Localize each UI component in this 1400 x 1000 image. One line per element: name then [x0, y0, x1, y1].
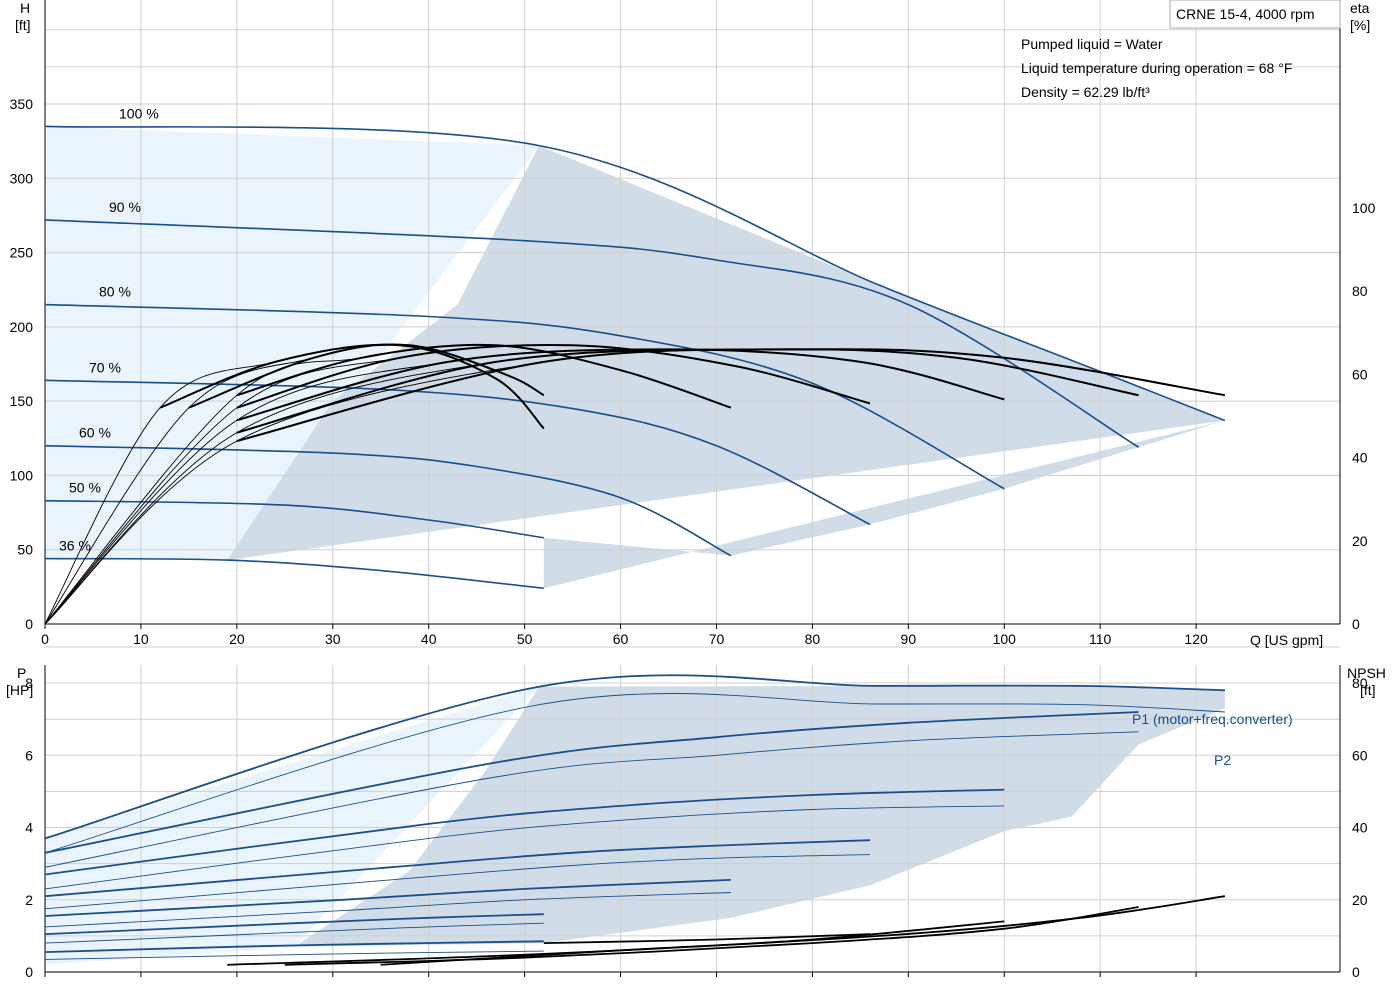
p2-series-label: P2 — [1214, 752, 1231, 768]
npsh-axis-label: NPSH — [1347, 665, 1386, 681]
p-axis-label: P — [17, 665, 26, 681]
p2-curve — [44, 892, 731, 928]
npsh-tick-label: 60 — [1352, 747, 1368, 763]
p1-curve — [44, 839, 871, 898]
p2-curve — [44, 805, 1005, 890]
p1-curve — [44, 674, 1225, 840]
q-tick-label: 90 — [901, 631, 917, 647]
speed-label: 36 % — [59, 538, 91, 554]
head-curve — [44, 125, 1226, 422]
info-line-density: Density = 62.29 lb/ft³ — [1021, 84, 1150, 100]
p1-curve — [44, 711, 1139, 854]
efficiency-curve-bold — [159, 343, 545, 430]
npsh-axis-unit: [ft] — [1360, 682, 1376, 698]
h-axis-unit: [ft] — [15, 17, 31, 33]
p-axis-unit: [HP] — [6, 682, 33, 698]
p1-curve — [44, 879, 731, 917]
head-curve — [44, 303, 1005, 490]
p1-curve — [44, 788, 1005, 876]
q-tick-label: 20 — [229, 631, 245, 647]
head-curve — [44, 379, 871, 526]
speed-label: 90 % — [109, 199, 141, 215]
efficiency-curve-bold — [236, 343, 732, 409]
q-tick-label: 80 — [805, 631, 821, 647]
eta-axis-label: eta — [1350, 0, 1370, 16]
efficiency-curve-bold — [236, 348, 1139, 434]
q-tick-label: 70 — [709, 631, 725, 647]
eta-tick-label: 20 — [1352, 533, 1368, 549]
p1-series-label: P1 (motor+freq.converter) — [1132, 711, 1293, 727]
npsh-curve — [380, 920, 1005, 966]
q-tick-label: 50 — [517, 631, 533, 647]
q-tick-label: 0 — [41, 631, 49, 647]
npsh-tick-label: 40 — [1352, 820, 1368, 836]
npsh-tick-label: 0 — [1352, 964, 1360, 980]
h-tick-label: 0 — [25, 616, 33, 632]
h-tick-label: 50 — [17, 542, 33, 558]
npsh-curve — [543, 933, 871, 944]
q-tick-label: 30 — [325, 631, 341, 647]
eta-tick-label: 0 — [1352, 616, 1360, 632]
h-dark-area — [227, 145, 1225, 589]
title-box-text: CRNE 15-4, 4000 rpm — [1176, 6, 1315, 22]
efficiency-curve-bold — [236, 348, 1005, 422]
q-tick-label: 110 — [1089, 631, 1112, 647]
speed-label: 70 % — [89, 359, 121, 375]
speed-label: 50 % — [69, 480, 101, 496]
p-tick-label: 2 — [25, 892, 33, 908]
p2-curve — [44, 693, 1225, 854]
speed-label: 60 % — [79, 425, 111, 441]
p1-curve — [44, 940, 544, 953]
p-tick-label: 6 — [25, 747, 33, 763]
p2-curve — [44, 922, 544, 944]
p2-curve — [44, 731, 1139, 868]
p2-curve — [44, 950, 544, 960]
head-curve — [44, 499, 544, 539]
title-box — [1169, 0, 1341, 29]
p-tick-label: 8 — [25, 675, 33, 691]
speed-label: 100 % — [119, 105, 159, 121]
p1-curve — [44, 913, 544, 935]
p-tick-label: 4 — [25, 820, 33, 836]
speed-label: 80 % — [99, 284, 131, 300]
h-tick-label: 350 — [10, 96, 34, 112]
npsh-tick-label: 80 — [1352, 675, 1368, 691]
q-tick-label: 60 — [613, 631, 629, 647]
head-curve — [44, 219, 1140, 448]
eta-tick-label: 80 — [1352, 283, 1368, 299]
h-tick-label: 150 — [10, 393, 34, 409]
q-axis-label: Q [US gpm] — [1250, 632, 1323, 648]
info-line-temperature: Liquid temperature during operation = 68… — [1021, 60, 1292, 76]
p-dark-area — [294, 685, 1225, 947]
q-tick-label: 100 — [993, 631, 1017, 647]
eta-tick-label: 40 — [1352, 450, 1368, 466]
npsh-curve — [284, 906, 1139, 966]
eta-axis-unit: [%] — [1350, 17, 1370, 33]
p-light-area — [45, 686, 540, 965]
eta-tick-label: 60 — [1352, 366, 1368, 382]
q-tick-label: 10 — [133, 631, 149, 647]
head-curve — [44, 557, 544, 590]
q-tick-label: 40 — [421, 631, 437, 647]
h-axis-label: H — [20, 0, 30, 16]
q-tick-label: 120 — [1184, 631, 1208, 647]
h-tick-label: 200 — [10, 319, 34, 335]
npsh-tick-label: 20 — [1352, 892, 1368, 908]
h-tick-label: 250 — [10, 245, 34, 261]
eta-tick-label: 100 — [1352, 200, 1376, 216]
p-tick-label: 0 — [25, 964, 33, 980]
efficiency-curve-bold — [236, 344, 871, 409]
h-tick-label: 100 — [10, 467, 34, 483]
h-tick-label: 300 — [10, 170, 34, 186]
info-line-liquid: Pumped liquid = Water — [1021, 36, 1163, 52]
p2-curve — [44, 854, 871, 910]
